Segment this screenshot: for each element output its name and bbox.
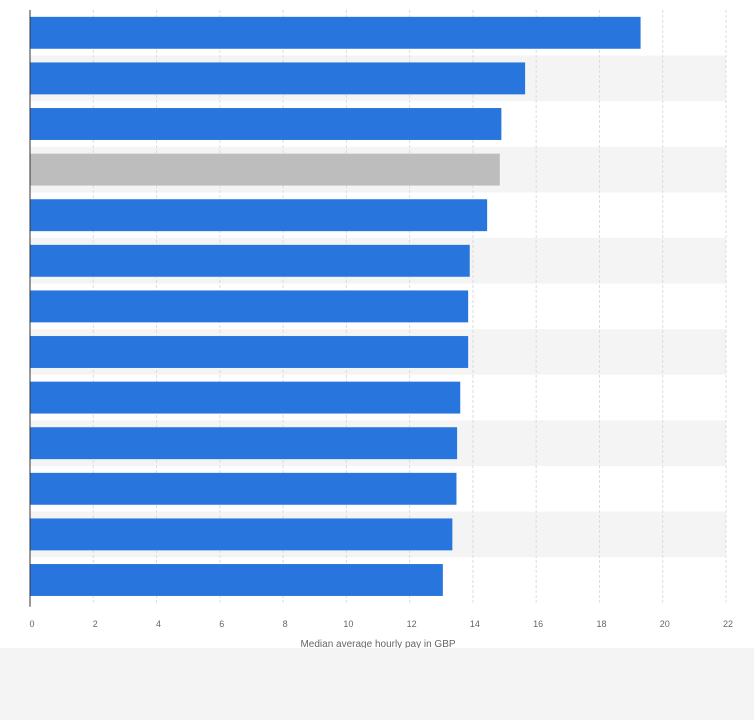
bar-chart: 0 2 4 6 8 10 12 14 16 18 20 22 Median average hourl… xyxy=(29,10,733,648)
bar[interactable] xyxy=(30,336,469,368)
bars xyxy=(30,16,641,596)
x-tick-label: 18 xyxy=(596,619,606,629)
x-tick-label: 14 xyxy=(470,619,480,629)
x-tick-label: 12 xyxy=(407,619,417,629)
x-tick-label: 2 xyxy=(93,619,98,629)
bar[interactable] xyxy=(30,427,458,460)
bar[interactable] xyxy=(30,381,461,414)
bar[interactable] xyxy=(30,472,457,505)
bar[interactable] xyxy=(30,518,453,551)
x-tick-labels: 0 2 4 6 8 10 12 14 16 18 20 22 xyxy=(29,619,733,629)
x-tick-label: 0 xyxy=(29,619,34,629)
x-tick-label: 16 xyxy=(533,619,543,629)
x-axis-title: Median average hourly pay in GBP xyxy=(300,639,455,648)
x-tick-label: 8 xyxy=(283,619,288,629)
bar[interactable] xyxy=(30,244,470,277)
x-tick-label: 6 xyxy=(219,619,224,629)
bar[interactable] xyxy=(30,290,469,323)
bar[interactable] xyxy=(30,16,641,49)
footer-band xyxy=(0,648,754,720)
bar[interactable] xyxy=(30,153,500,186)
bar[interactable] xyxy=(30,108,502,140)
x-tick-label: 22 xyxy=(723,619,733,629)
bar[interactable] xyxy=(30,564,443,596)
x-tick-label: 20 xyxy=(660,619,670,629)
x-tick-label: 10 xyxy=(343,619,353,629)
bar[interactable] xyxy=(30,62,526,95)
x-tick-label: 4 xyxy=(156,619,161,629)
bar[interactable] xyxy=(30,199,488,232)
